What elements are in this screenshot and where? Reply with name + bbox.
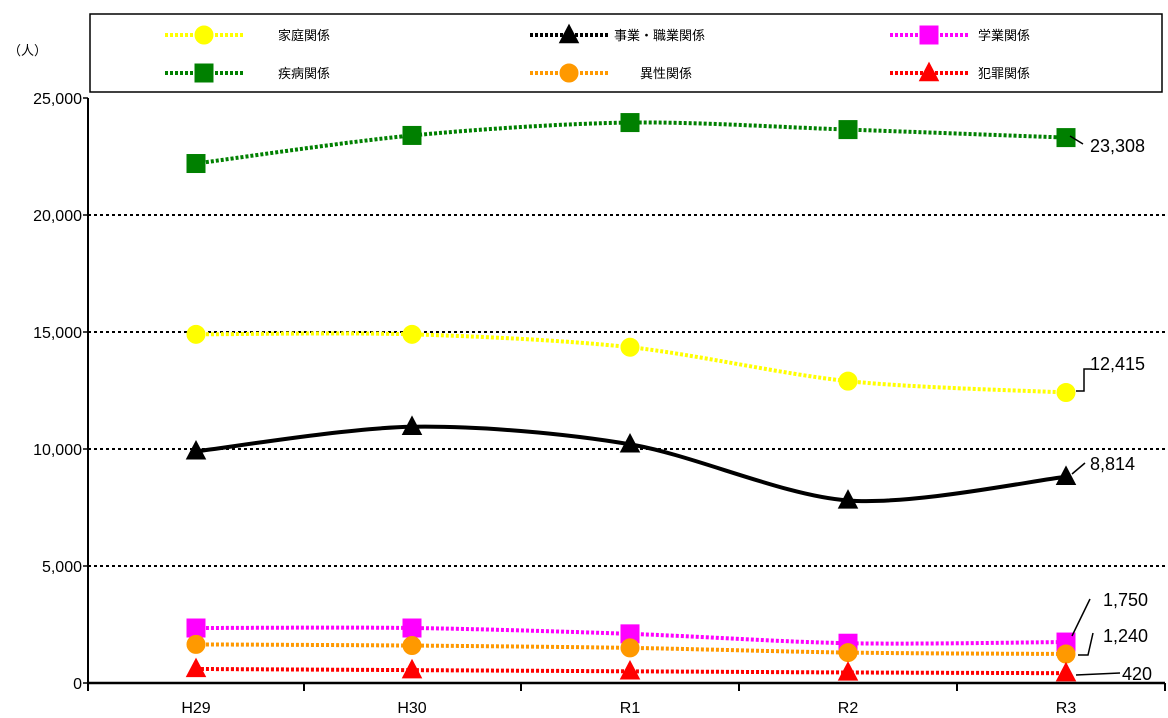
y-tick-label: 10,000 [33, 442, 82, 459]
y-tick-label: 15,000 [33, 325, 82, 342]
end-value-label: 23,308 [1090, 136, 1145, 156]
legend-marker [194, 25, 214, 45]
series-1 [185, 415, 1077, 509]
end-value-callout: 1,750 [1071, 590, 1148, 637]
legend-marker [559, 63, 579, 83]
series-group [185, 113, 1077, 682]
leader-line [1071, 462, 1086, 475]
data-point [402, 636, 422, 656]
y-tick-label: 5,000 [42, 559, 82, 576]
series-4 [186, 634, 1076, 664]
series-line [195, 625, 1067, 646]
data-point [1056, 644, 1076, 664]
data-point [401, 658, 423, 679]
data-point [186, 324, 206, 344]
leader-line [1078, 632, 1094, 656]
legend-marker [194, 63, 214, 83]
data-point [837, 489, 859, 509]
legend-item: 学業関係 [890, 25, 1030, 45]
data-point [838, 371, 858, 391]
legend-marker [918, 61, 940, 82]
end-value-callout: 420 [1075, 664, 1152, 684]
data-point [186, 154, 206, 174]
legend-label: 学業関係 [978, 28, 1030, 43]
end-value-label: 1,240 [1103, 626, 1148, 646]
legend-marker [558, 23, 580, 44]
data-point [402, 618, 422, 638]
legend-label: 家庭関係 [278, 28, 330, 43]
legend-label: 異性関係 [640, 66, 692, 81]
leader-line [1069, 135, 1084, 145]
legend-label: 疾病関係 [278, 66, 330, 81]
y-tick-labels: 0 5,000 10,000 15,000 20,000 25,000 [33, 91, 82, 693]
leader-line [1071, 598, 1091, 637]
axes [83, 97, 1166, 691]
data-point [185, 657, 207, 678]
leader-line [1075, 672, 1121, 676]
end-value-label: 8,814 [1090, 454, 1135, 474]
series-5 [185, 657, 1077, 682]
legend-label: 事業・職業関係 [614, 28, 705, 43]
y-tick-label: 25,000 [33, 91, 82, 108]
legend-item: 疾病関係 [165, 63, 330, 83]
data-point [837, 661, 859, 681]
legend-item: 事業・職業関係 [530, 23, 705, 44]
leader-line [1076, 368, 1092, 392]
y-tick-label: 20,000 [33, 208, 82, 225]
data-point [186, 618, 206, 638]
data-point [838, 643, 858, 663]
legend-label: 犯罪関係 [978, 66, 1030, 81]
end-value-callout: 23,308 [1069, 135, 1145, 156]
data-point [1056, 382, 1076, 402]
x-tick-label: R3 [1056, 700, 1077, 717]
data-point [402, 324, 422, 344]
end-value-label: 420 [1122, 664, 1152, 684]
legend-item: 犯罪関係 [890, 61, 1030, 82]
y-axis-unit: （人） [8, 43, 47, 58]
legend-item: 家庭関係 [165, 25, 330, 45]
data-point [620, 113, 640, 133]
data-point [402, 125, 422, 145]
end-value-callout: 8,814 [1071, 454, 1135, 475]
data-point [620, 337, 640, 357]
x-tick-label: R2 [838, 700, 859, 717]
end-value-label: 1,750 [1103, 590, 1148, 610]
data-point [1055, 465, 1077, 485]
legend-item: 異性関係 [530, 63, 692, 83]
end-value-label: 12,415 [1090, 354, 1145, 374]
data-point [1056, 128, 1076, 148]
end-value-callouts: 23,308 12,415 8,814 1,750 1,240 420 [1069, 135, 1152, 684]
data-point [185, 440, 207, 460]
data-point [619, 659, 641, 680]
data-point [401, 415, 423, 435]
x-tick-label: R1 [620, 700, 641, 717]
data-point [838, 120, 858, 140]
data-point [1055, 661, 1077, 682]
legend-marker [919, 25, 939, 45]
y-tick-label: 0 [73, 676, 82, 693]
end-value-callout: 1,240 [1078, 626, 1148, 656]
series-0 [186, 324, 1076, 402]
x-tick-label: H29 [181, 700, 210, 717]
x-tick-label: H30 [397, 700, 426, 717]
x-tick-labels: H29 H30 R1 R2 R3 [181, 700, 1076, 717]
series-3 [186, 113, 1076, 174]
end-value-callout: 12,415 [1076, 354, 1145, 392]
data-point [186, 634, 206, 654]
data-point [619, 432, 641, 453]
legend-box [89, 13, 1163, 93]
data-point [620, 638, 640, 658]
